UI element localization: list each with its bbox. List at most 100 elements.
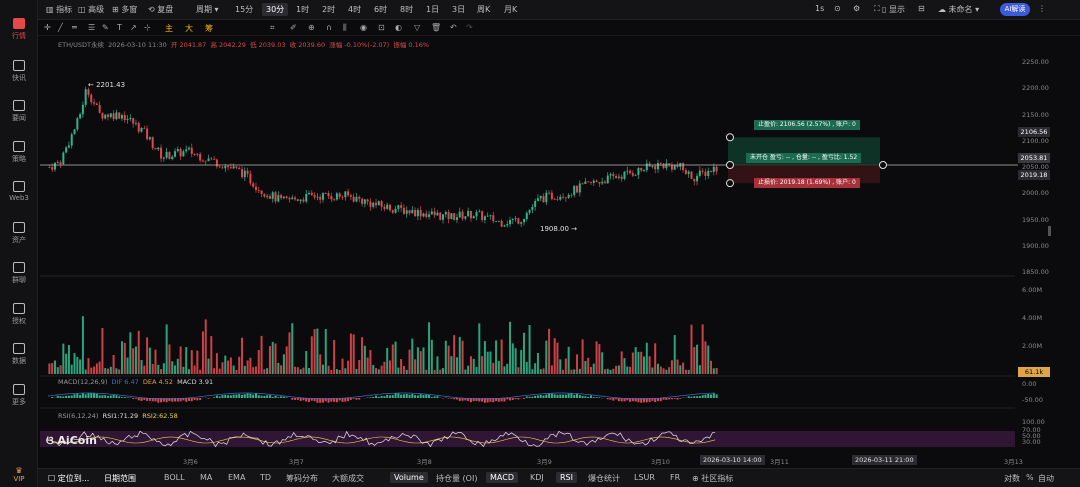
volume-bar bbox=[98, 361, 101, 374]
sidebar-item-news[interactable]: 快讯 bbox=[0, 60, 38, 83]
toolbar-replay-button[interactable]: ⟲ 复盘 bbox=[148, 5, 174, 14]
stop-loss-label[interactable]: 止损价: 2019.18 (1.69%) , 账户: 0 bbox=[754, 178, 860, 188]
indicator-ema[interactable]: EMA bbox=[228, 473, 246, 482]
refresh-rate[interactable]: 1s bbox=[815, 4, 825, 13]
filter-icon[interactable]: ▽ bbox=[414, 23, 421, 32]
fullscreen-icon[interactable]: ⛶ bbox=[874, 4, 880, 13]
macd-bar bbox=[394, 393, 397, 398]
macd-bar bbox=[126, 397, 129, 398]
sidebar-item-assets[interactable]: 资产 bbox=[0, 222, 38, 245]
candle-body bbox=[425, 213, 428, 217]
period-4h[interactable]: 4时 bbox=[348, 5, 362, 14]
indicator-volume[interactable]: Volume bbox=[390, 472, 428, 483]
period-8h[interactable]: 8时 bbox=[400, 5, 414, 14]
candle-body bbox=[428, 214, 431, 217]
fib-tool-icon[interactable]: ☰ bbox=[88, 23, 96, 32]
indicator-rsi[interactable]: RSI bbox=[556, 472, 577, 483]
sidebar-item-headlines[interactable]: 要闻 bbox=[0, 100, 38, 123]
sidebar-item-market[interactable]: 行情 bbox=[0, 18, 38, 41]
template-button[interactable]: ☁ 未命名 ▾ bbox=[938, 5, 980, 14]
period-1h[interactable]: 1时 bbox=[296, 5, 310, 14]
macd-bar bbox=[372, 396, 375, 398]
line-tool-icon[interactable]: ╱ bbox=[58, 23, 63, 32]
candle-body bbox=[436, 212, 439, 216]
undo-icon[interactable]: ↶ bbox=[450, 23, 457, 32]
trash-icon[interactable]: 🗑 bbox=[431, 23, 442, 32]
cursor-icon[interactable]: ✛ bbox=[44, 23, 51, 32]
toolbar-multiwindow-button[interactable]: ⊞ 多窗 bbox=[112, 5, 138, 14]
chips-tool[interactable]: 筹 bbox=[205, 24, 213, 33]
indicator-liquidation[interactable]: 爆仓统计 bbox=[588, 474, 620, 483]
toolbar-period-button[interactable]: 周期 ▾ bbox=[196, 5, 219, 14]
price-chart[interactable] bbox=[40, 36, 1080, 466]
crop-icon[interactable]: ⌗ bbox=[270, 23, 275, 32]
indicator-community[interactable]: ⊕ 社区指标 bbox=[692, 474, 734, 483]
eye-icon[interactable]: ◉ bbox=[360, 23, 367, 32]
period-3d[interactable]: 3日 bbox=[452, 5, 466, 14]
toolbar-indicator-button[interactable]: ▥ 指标 bbox=[46, 5, 73, 14]
sidebar-item-more[interactable]: 更多 bbox=[0, 384, 38, 407]
sidebar-item-data[interactable]: 数据 bbox=[0, 343, 38, 366]
volume-bar bbox=[587, 357, 590, 374]
large-tool[interactable]: 大 bbox=[185, 24, 193, 33]
indicator-kdj[interactable]: KDJ bbox=[530, 473, 544, 482]
sidebar-item-web3[interactable]: Web3 bbox=[0, 181, 38, 202]
shape-tool-icon[interactable]: ✎ bbox=[102, 23, 109, 32]
percent-toggle[interactable]: % bbox=[1026, 473, 1034, 482]
period-1d[interactable]: 1日 bbox=[426, 5, 440, 14]
period-1w[interactable]: 周K bbox=[477, 5, 491, 14]
candle-type-icon[interactable]: ⫼ bbox=[343, 23, 347, 32]
high-marker: ← 2201.43 bbox=[88, 81, 126, 89]
sidebar-item-auth[interactable]: 授权 bbox=[0, 303, 38, 326]
date-range-button[interactable]: 日期范围 bbox=[104, 474, 136, 483]
measure-tool-icon[interactable]: ⊹ bbox=[144, 23, 151, 32]
volume-bar bbox=[422, 347, 425, 374]
sidebar-item-strategy[interactable]: 策略 bbox=[0, 141, 38, 164]
log-scale-toggle[interactable]: 对数 bbox=[1004, 474, 1020, 483]
hline-tool-icon[interactable]: ═ bbox=[72, 23, 77, 32]
position-label[interactable]: 未开仓 盈亏: -- , 仓量: -- , 盈亏比: 1.52 bbox=[746, 153, 862, 163]
lock-icon[interactable]: ⊡ bbox=[378, 23, 385, 32]
zoom-icon[interactable]: ⊕ bbox=[308, 23, 315, 32]
indicator-fr[interactable]: FR bbox=[670, 473, 681, 482]
period-6h[interactable]: 6时 bbox=[374, 5, 388, 14]
candle-body bbox=[481, 211, 484, 221]
redo-icon[interactable]: ↷ bbox=[466, 23, 473, 32]
indicator-macd[interactable]: MACD bbox=[486, 472, 518, 483]
toolbar-advanced-button[interactable]: ◫ 高级 bbox=[78, 5, 105, 14]
locate-button[interactable]: ☐ 定位到... bbox=[48, 474, 90, 483]
candle-body bbox=[310, 192, 313, 196]
indicator-chip-distribution[interactable]: 筹码分布 bbox=[286, 474, 318, 483]
pen-icon[interactable]: ✐ bbox=[290, 23, 297, 32]
macd-bar bbox=[316, 398, 319, 403]
take-profit-label[interactable]: 止盈价: 2106.56 (2.57%) , 账户: 0 bbox=[754, 120, 860, 130]
period-30m[interactable]: 30分 bbox=[262, 3, 289, 16]
indicator-ma[interactable]: MA bbox=[200, 473, 213, 482]
arrow-tool-icon[interactable]: ↗ bbox=[130, 23, 137, 32]
sidebar-item-chat[interactable]: 群聊 bbox=[0, 262, 38, 285]
crosshair-date-tag: 2026-03-11 21:00 bbox=[852, 455, 917, 465]
settings-icon[interactable]: ⚙ bbox=[853, 4, 861, 13]
candle-body bbox=[333, 199, 336, 201]
period-15m[interactable]: 15分 bbox=[235, 5, 254, 14]
period-2h[interactable]: 2时 bbox=[322, 5, 336, 14]
indicator-large-trades[interactable]: 大额成交 bbox=[332, 474, 364, 483]
layout-icon[interactable]: ⊟ bbox=[918, 4, 925, 13]
text-tool-icon[interactable]: T bbox=[117, 23, 122, 32]
indicator-td[interactable]: TD bbox=[260, 473, 272, 482]
candle-body bbox=[162, 157, 165, 159]
hide-icon[interactable]: ◐ bbox=[395, 23, 402, 32]
magnet-icon[interactable]: ∩ bbox=[326, 23, 332, 32]
display-button[interactable]: ▯ 显示 bbox=[882, 5, 905, 14]
period-1mo[interactable]: 月K bbox=[504, 5, 518, 14]
indicator-oi[interactable]: 持仓量 (OI) bbox=[436, 474, 478, 483]
auto-scale-toggle[interactable]: 自动 bbox=[1038, 474, 1054, 483]
main-tool[interactable]: 主 bbox=[165, 24, 173, 33]
ai-interpret-button[interactable]: AI解读 bbox=[1000, 3, 1030, 16]
camera-icon[interactable]: ⊙ bbox=[834, 4, 841, 13]
indicator-lsur[interactable]: LSUR bbox=[634, 473, 655, 482]
indicator-boll[interactable]: BOLL bbox=[164, 473, 185, 482]
more-icon[interactable]: ⋮ bbox=[1038, 4, 1046, 13]
macd-bar bbox=[98, 395, 101, 398]
sidebar-item-vip[interactable]: ♛ VIP bbox=[0, 466, 38, 483]
